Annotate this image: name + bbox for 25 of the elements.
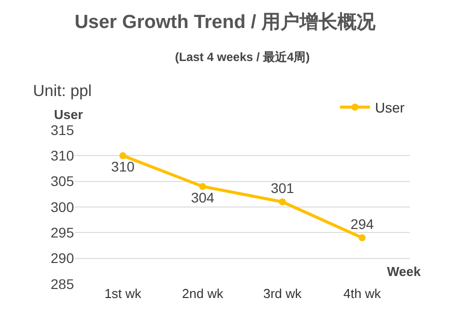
y-axis-title: User xyxy=(54,107,83,122)
chart-subtitle: (Last 4 weeks / 最近4周) xyxy=(175,50,310,64)
point xyxy=(199,182,206,190)
x-tick-label: 4th wk xyxy=(343,286,382,301)
point xyxy=(358,234,366,242)
x-axis-title: Week xyxy=(387,264,422,279)
chart-title: User Growth Trend / 用户增长概况 xyxy=(74,11,376,34)
legend-label: User xyxy=(375,100,405,116)
point xyxy=(119,152,126,160)
text: Unit: ppl xyxy=(33,83,92,100)
y-tick-label: 295 xyxy=(50,224,74,241)
x-tick-label: 1st wk xyxy=(104,286,142,301)
x-tick-label: 2nd wk xyxy=(182,286,224,301)
data-label: 304 xyxy=(190,189,215,206)
data-label: 310 xyxy=(111,158,135,175)
data-label: 301 xyxy=(270,180,294,196)
y-tick-label: 285 xyxy=(50,276,74,292)
data-label: 294 xyxy=(350,216,374,232)
point xyxy=(278,198,286,206)
y-tick-label: 310 xyxy=(50,148,74,164)
y-tick-label: 315 xyxy=(50,122,74,138)
y-tick-label: 300 xyxy=(50,198,74,215)
y-tick-label: 290 xyxy=(50,250,74,266)
y-tick-label: 305 xyxy=(50,173,74,190)
x-tick-label: 3rd wk xyxy=(263,286,302,301)
